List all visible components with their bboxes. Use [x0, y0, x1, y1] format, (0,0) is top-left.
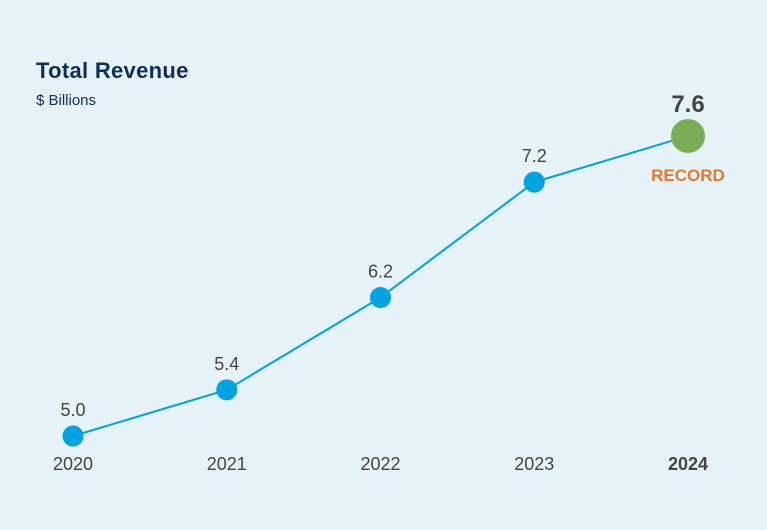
data-label: 7.2 [522, 146, 547, 166]
data-point [216, 379, 238, 401]
x-tick-label: 2021 [207, 454, 247, 474]
data-point [370, 287, 391, 309]
data-point [62, 425, 84, 447]
x-tick-label: 2020 [53, 454, 93, 474]
chart-subtitle: $ Billions [36, 92, 97, 109]
chart-title: Total Revenue [36, 58, 189, 83]
record-annotation: RECORD [651, 166, 725, 185]
data-point [671, 118, 705, 153]
x-tick-label: 2023 [514, 454, 554, 474]
data-label: 7.6 [671, 91, 704, 118]
x-tick-label: 2024 [668, 454, 708, 474]
data-point [523, 171, 545, 193]
data-label: 6.2 [368, 262, 393, 282]
data-label: 5.4 [214, 354, 239, 374]
x-tick-label: 2022 [360, 454, 400, 474]
series-line [72, 135, 689, 437]
data-label: 5.0 [60, 400, 85, 420]
